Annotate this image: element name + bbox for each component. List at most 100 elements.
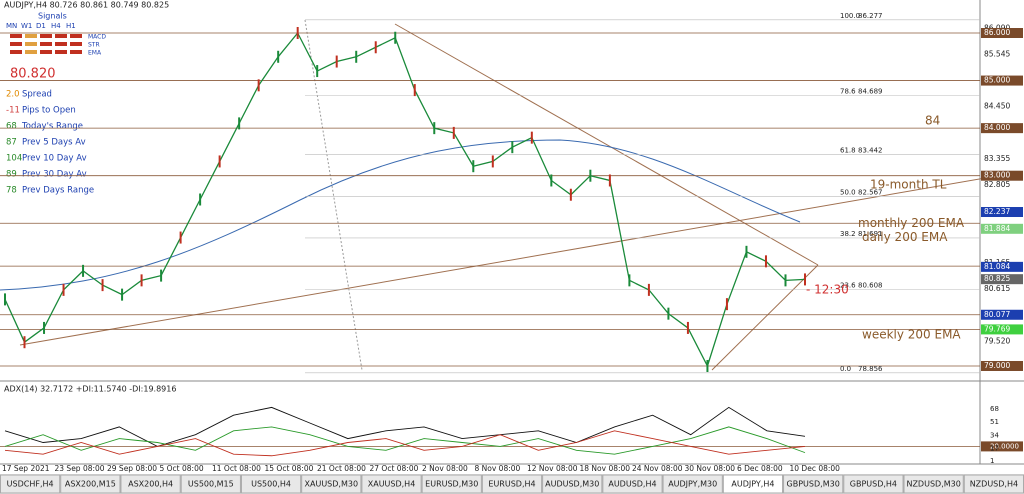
annotation: weekly 200 EMA <box>862 328 961 342</box>
tab-label[interactable]: US500,M15 <box>188 480 234 489</box>
fib-level: 38.2 <box>840 230 856 238</box>
fib-level: 78.6 <box>840 87 856 95</box>
price-axis-label: 79.520 <box>984 336 1010 345</box>
adx-line <box>4 406 806 447</box>
timeframe: H4 <box>51 22 61 30</box>
tab[interactable] <box>240 474 302 494</box>
tab[interactable] <box>843 474 904 494</box>
x-axis-label: 11 Oct 08:00 <box>212 464 261 473</box>
price-axis-label: 84.450 <box>984 102 1010 111</box>
info-value: 89 <box>6 170 17 180</box>
tab[interactable] <box>421 474 482 494</box>
signal-box <box>40 50 52 54</box>
price-tag <box>981 261 1023 272</box>
tab[interactable] <box>602 474 663 494</box>
tab[interactable] <box>481 474 543 494</box>
tab[interactable] <box>180 474 241 494</box>
indicator-name: MACD <box>88 34 106 41</box>
price-axis-label: 83.000 <box>984 171 1010 180</box>
price-axis-label: 81.084 <box>984 262 1010 271</box>
tab-label[interactable]: AUDJPY,M30 <box>668 480 717 489</box>
signal-box <box>40 34 52 38</box>
tab[interactable] <box>542 474 603 494</box>
tab-label[interactable]: AUDJPY,H4 <box>731 480 774 489</box>
timeframe: W1 <box>21 22 32 30</box>
tab-label[interactable]: ASX200,H4 <box>128 480 173 489</box>
adx-axis-label: 68 <box>990 405 999 413</box>
x-axis-label: 30 Nov 08:00 <box>685 464 736 473</box>
x-axis-label: 18 Nov 08:00 <box>580 464 631 473</box>
trendline <box>19 171 1021 346</box>
tab-label[interactable]: GBPUSD,H4 <box>850 480 897 489</box>
x-axis-label: 15 Oct 08:00 <box>265 464 314 473</box>
price-axis-label: 85.000 <box>984 76 1010 85</box>
price-tag <box>981 170 1023 181</box>
tab[interactable] <box>301 474 362 494</box>
tab-label[interactable]: NZDUSD,M30 <box>906 480 960 489</box>
price-axis-label: 86.000 <box>984 28 1010 37</box>
tab-label[interactable]: USDCHF,H4 <box>7 480 54 489</box>
tab-label[interactable]: ASX200,M15 <box>65 480 116 489</box>
tab-label[interactable]: US500,H4 <box>251 480 291 489</box>
tab[interactable] <box>662 474 723 494</box>
indicator-name: STR <box>88 42 100 49</box>
fib-level: 50.0 <box>840 188 856 196</box>
timeframe: D1 <box>36 22 46 30</box>
tab[interactable] <box>783 474 844 494</box>
signal-box <box>70 34 82 38</box>
info-label: Today's Range <box>21 122 83 132</box>
tab[interactable] <box>120 474 181 494</box>
annotation: 84 <box>925 114 940 128</box>
price-line <box>4 31 806 368</box>
indicator-name: EMA <box>88 50 102 57</box>
adx-axis-label: 1 <box>990 457 994 465</box>
tab[interactable] <box>60 474 121 494</box>
price-axis-label: 80.825 <box>984 274 1010 283</box>
info-value: 78 <box>6 186 17 196</box>
price-tag <box>981 75 1023 86</box>
current-price: 80.820 <box>10 67 56 82</box>
price-tag <box>981 207 1023 218</box>
signal-box <box>10 42 22 46</box>
x-axis-label: 12 Nov 08:00 <box>527 464 578 473</box>
tab-label[interactable]: AUDUSD,H4 <box>608 480 656 489</box>
signal-box <box>40 42 52 46</box>
tab-label[interactable]: XAUUSD,H4 <box>368 480 416 489</box>
x-axis-label: 5 Oct 08:00 <box>160 464 204 473</box>
signal-box <box>55 34 67 38</box>
tab[interactable] <box>903 474 964 494</box>
adx-axis-label: 34 <box>990 431 999 439</box>
tab-label[interactable]: EURUSD,M30 <box>425 480 478 489</box>
tab[interactable] <box>361 474 422 494</box>
tab-label[interactable]: XAUUSD,M30 <box>305 480 359 489</box>
signal-box <box>25 50 37 54</box>
x-axis-label: 6 Dec 08:00 <box>737 464 783 473</box>
adx-axis-label: 20.0000 <box>990 442 1019 450</box>
signal-box <box>70 42 82 46</box>
price-tag <box>981 123 1023 134</box>
info-label: Prev 10 Day Av <box>22 154 87 164</box>
adx-label: ADX(14) 32.7172 +DI:11.5740 -DI:19.8916 <box>4 385 176 394</box>
trendline <box>711 264 819 371</box>
tab[interactable] <box>0 474 61 494</box>
symbol-line: AUDJPY,H4 80.726 80.861 80.749 80.825 <box>4 1 169 10</box>
info-value: 2.0 <box>6 90 20 100</box>
price-tag <box>981 28 1023 38</box>
fib-price: 86.277 <box>858 12 883 20</box>
price-axis-label: 81.884 <box>984 224 1010 233</box>
tab[interactable] <box>722 474 784 494</box>
price-tag <box>981 223 1023 234</box>
price-axis-label: 82.237 <box>984 207 1010 216</box>
signal-box <box>10 50 22 54</box>
tab-label[interactable]: AUDUSD,M30 <box>545 480 599 489</box>
signal-box <box>55 50 67 54</box>
tab-label[interactable]: NZDUSD,H4 <box>970 480 1018 489</box>
tab-label[interactable]: GBPUSD,M30 <box>787 480 840 489</box>
price-axis-label: 80.077 <box>984 310 1010 319</box>
signal-box <box>10 34 22 38</box>
tab-label[interactable]: EURUSD,H4 <box>488 480 535 489</box>
signal-box <box>25 34 37 38</box>
fib-level: 0.0 <box>840 365 851 373</box>
price-axis-label: 79.769 <box>984 324 1010 333</box>
